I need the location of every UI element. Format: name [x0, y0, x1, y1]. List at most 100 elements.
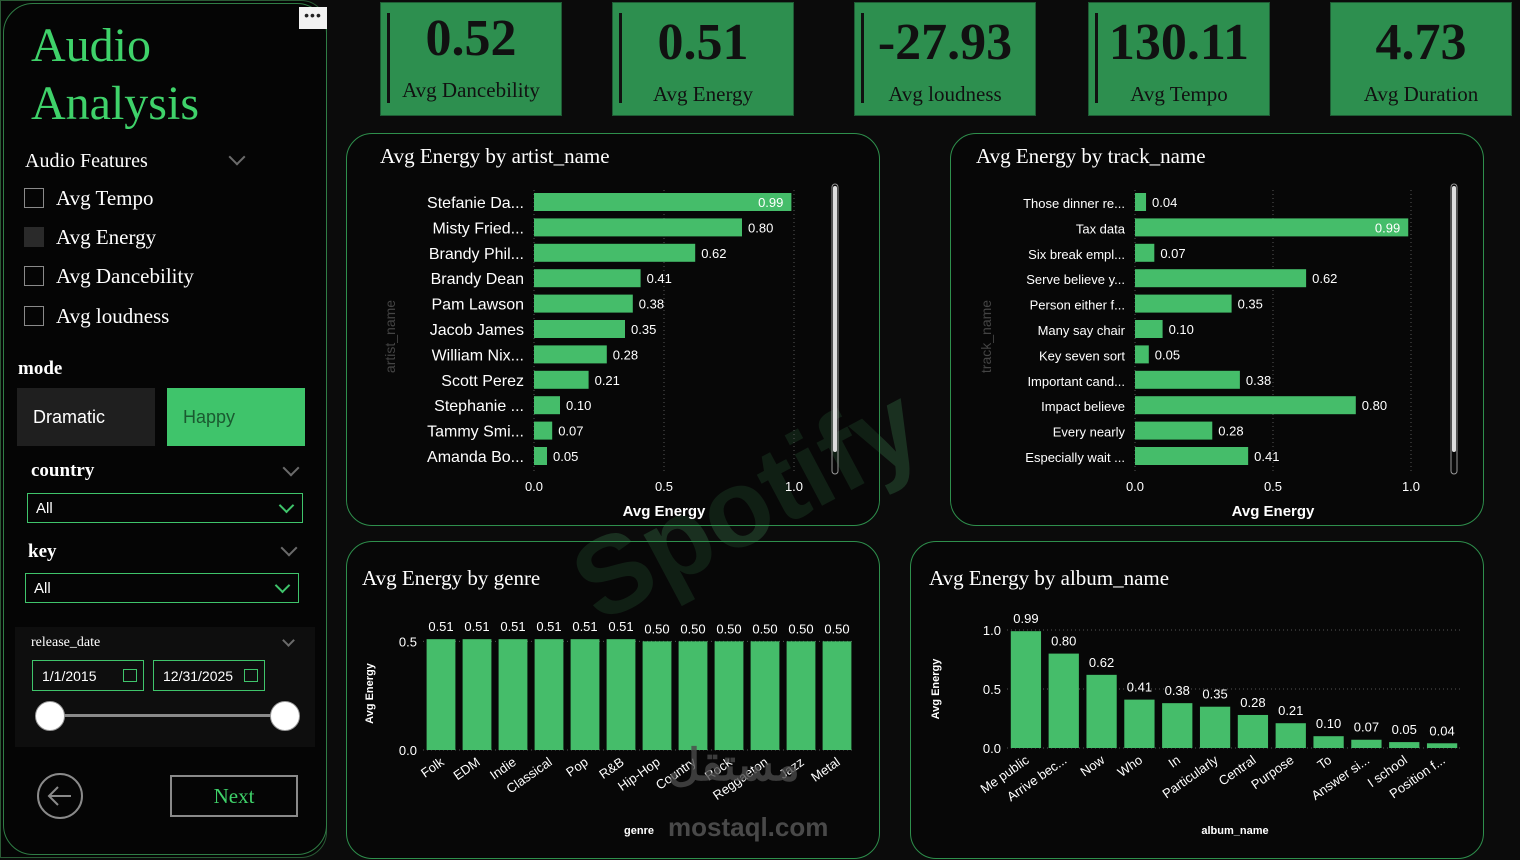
category-label: Scott Perez	[441, 373, 524, 390]
chevron-down-icon	[274, 577, 291, 594]
data-label: 0.51	[536, 619, 561, 634]
y-tick-label: 0.5	[983, 682, 1001, 697]
category-label: Pop	[563, 754, 591, 780]
checkbox-box[interactable]	[24, 306, 44, 326]
checkbox-avg-dancebility[interactable]: Avg Dancebility	[24, 263, 194, 289]
bar	[1135, 421, 1213, 440]
back-arrow-button[interactable]	[37, 773, 83, 819]
data-label: 0.41	[647, 271, 672, 286]
bar	[714, 641, 744, 750]
app-title-line1: Audio	[31, 19, 151, 72]
data-label: 0.05	[1392, 722, 1417, 737]
x-axis-label: Avg Energy	[1232, 503, 1315, 520]
checkbox-avg-loudness[interactable]: Avg loudness	[24, 303, 169, 329]
data-label: 0.50	[824, 621, 849, 636]
data-label: 0.50	[680, 621, 705, 636]
date-range-slider-track[interactable]	[49, 714, 285, 717]
bar	[1086, 674, 1117, 748]
checkbox-box[interactable]	[24, 188, 44, 208]
data-label: 0.28	[613, 347, 638, 362]
bar	[1313, 736, 1344, 748]
genre-energy-chart: 0.00.50.51Folk0.51EDM0.51Indie0.51Classi…	[364, 619, 855, 837]
checkbox-label: Avg Dancebility	[56, 263, 194, 288]
date-range-end-handle[interactable]	[270, 701, 300, 731]
more-options-button[interactable]: •••	[299, 7, 327, 29]
calendar-icon[interactable]	[244, 669, 258, 682]
bar	[1135, 370, 1240, 389]
sidebar-frame	[3, 3, 327, 855]
data-label: 0.80	[1362, 398, 1387, 413]
checkbox-avg-energy[interactable]: Avg Energy	[24, 224, 156, 250]
bar	[1135, 447, 1249, 465]
category-label: In	[1165, 752, 1182, 771]
category-label: Tax data	[1076, 221, 1126, 236]
data-label: 0.35	[1238, 297, 1263, 312]
country-dropdown[interactable]: All	[27, 493, 303, 523]
arrow-left-icon	[47, 786, 71, 806]
kpi-card-avg-loudness: -27.93 Avg loudness	[854, 2, 1036, 116]
bar	[1237, 714, 1269, 748]
kpi-value: 4.73	[1375, 14, 1467, 71]
data-label: 0.28	[1240, 695, 1265, 710]
data-label: 0.80	[748, 220, 773, 235]
data-label: 0.04	[1152, 195, 1177, 210]
start-date-input[interactable]: 1/1/2015	[32, 660, 144, 691]
data-label: 0.51	[500, 619, 525, 634]
bar	[750, 641, 780, 750]
bar	[534, 421, 553, 440]
bar	[1010, 631, 1042, 748]
country-dropdown-value: All	[36, 499, 53, 517]
bar	[1135, 294, 1232, 313]
category-label: Brandy Phil...	[429, 246, 524, 263]
bar	[1135, 345, 1149, 364]
bar	[534, 320, 625, 338]
data-label: 0.62	[701, 246, 726, 261]
data-label: 0.05	[1155, 347, 1180, 362]
x-axis-label: genre	[624, 825, 654, 837]
data-label: 0.41	[1254, 449, 1279, 464]
calendar-icon[interactable]	[123, 669, 137, 682]
bar	[534, 269, 641, 288]
x-tick-label: 1.0	[1402, 479, 1420, 494]
key-dropdown[interactable]: All	[25, 573, 299, 603]
mode-happy-button[interactable]: Happy	[167, 388, 305, 446]
kpi-card-avg-duration: 4.73 Avg Duration	[1330, 2, 1512, 116]
kpi-value: 130.11	[1108, 14, 1250, 71]
y-axis-label: Avg Energy	[364, 662, 376, 724]
track-energy-chart: 0.0 0.5 1.0 Those dinner re... 0.04 Tax data 0…	[978, 183, 1458, 520]
data-label: 0.38	[1246, 373, 1271, 388]
category-label: Person either f...	[1030, 298, 1125, 313]
data-label: 0.10	[1169, 322, 1194, 337]
end-date-input[interactable]: 12/31/2025	[153, 660, 265, 691]
date-range-start-handle[interactable]	[35, 701, 65, 731]
chart-panel-track: Avg Energy by track_name 0.0 0.5 1.0 Those …	[950, 133, 1484, 526]
checkbox-box[interactable]	[24, 266, 44, 286]
bar	[1135, 396, 1356, 415]
data-label: 0.28	[1218, 424, 1243, 439]
bar	[570, 639, 600, 750]
data-label: 0.07	[558, 424, 583, 439]
bar	[1048, 653, 1079, 748]
category-label: Brandy Dean	[431, 271, 524, 288]
mode-dramatic-button[interactable]: Dramatic	[17, 388, 155, 446]
y-tick-label: 1.0	[983, 623, 1001, 638]
category-label: Who	[1115, 752, 1146, 780]
next-button[interactable]: Next	[170, 775, 298, 817]
kpi-value: -27.93	[877, 14, 1013, 71]
category-label: Stephanie ...	[434, 398, 524, 415]
checkbox-label: Avg Tempo	[56, 185, 154, 210]
bar	[426, 639, 456, 750]
bar	[1426, 743, 1458, 748]
checkbox-box[interactable]	[24, 227, 44, 247]
checkbox-avg-tempo[interactable]: Avg Tempo	[24, 185, 154, 211]
bar	[498, 639, 528, 750]
scrollbar	[831, 183, 839, 475]
data-label: 0.99	[758, 195, 783, 210]
chart-title: Avg Energy by genre	[362, 566, 541, 590]
bar	[1275, 723, 1306, 748]
category-label: William Nix...	[432, 347, 524, 364]
category-label: Now	[1077, 752, 1107, 780]
bar	[1199, 706, 1231, 748]
y-axis-label: track_name	[978, 300, 994, 373]
